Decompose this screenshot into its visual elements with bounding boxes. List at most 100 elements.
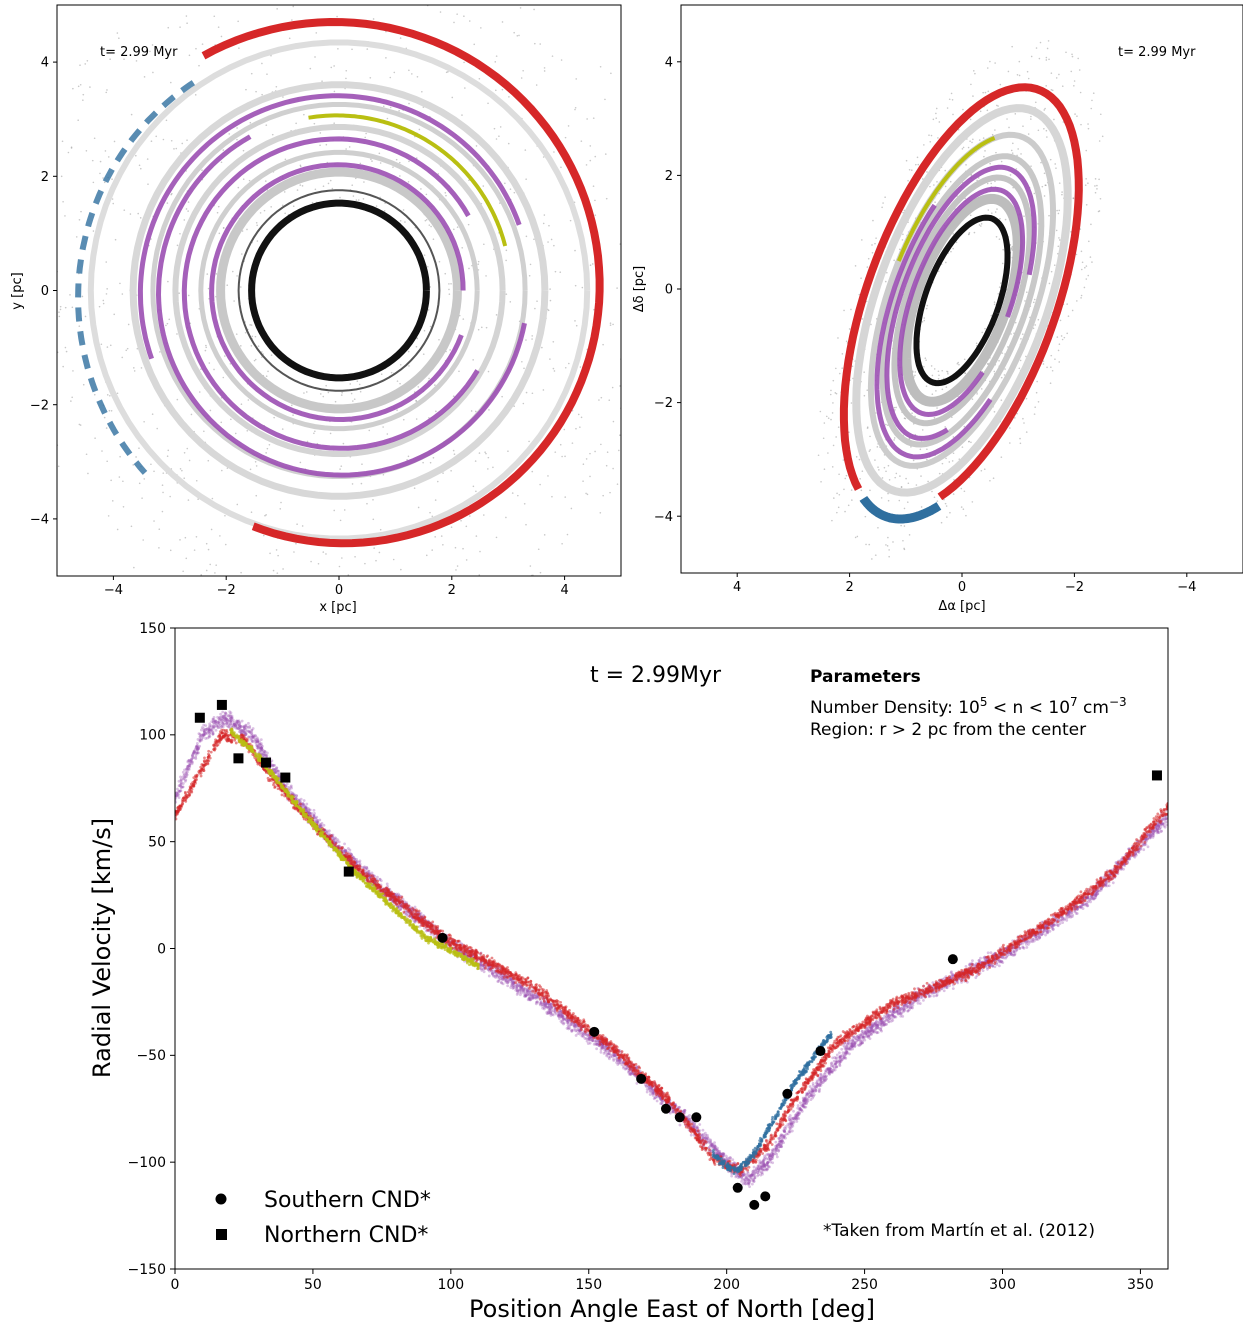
gas-particle bbox=[972, 138, 974, 141]
gas-particle bbox=[914, 371, 917, 373]
model-particle-purple bbox=[752, 1165, 756, 1169]
model-particle-purple bbox=[270, 763, 274, 767]
model-particle-purple bbox=[748, 1174, 752, 1178]
gas-particle bbox=[949, 180, 952, 183]
model-particle-purple bbox=[508, 977, 512, 980]
gas-particle bbox=[453, 616, 455, 618]
model-particle-purple bbox=[790, 1122, 793, 1126]
gas-particle bbox=[1057, 245, 1060, 248]
gas-particle bbox=[319, 144, 321, 147]
gas-particle bbox=[357, 199, 360, 201]
gas-particle bbox=[838, 473, 840, 476]
model-particle-purple bbox=[204, 724, 208, 728]
gas-particle bbox=[969, 214, 972, 217]
gas-particle bbox=[472, 359, 474, 361]
gas-particle bbox=[552, 340, 555, 343]
model-particle-purple bbox=[746, 1171, 750, 1175]
model-particle-purple bbox=[1095, 890, 1099, 894]
gas-particle bbox=[256, 578, 258, 580]
model-particle-purple bbox=[1155, 831, 1159, 835]
model-particle-purple bbox=[273, 768, 277, 772]
gas-particle bbox=[345, 69, 348, 72]
gas-particle bbox=[673, 236, 675, 238]
gas-particle bbox=[402, 209, 405, 211]
model-particle-purple bbox=[298, 799, 301, 803]
gas-particle bbox=[292, 414, 294, 416]
gas-particle bbox=[674, 227, 676, 229]
gas-particle bbox=[1027, 133, 1030, 135]
gas-particle bbox=[198, 64, 200, 67]
gas-particle bbox=[330, 66, 333, 69]
model-particle-purple bbox=[708, 1138, 712, 1142]
gas-particle bbox=[612, 323, 614, 326]
gas-particle bbox=[997, 293, 1000, 295]
gas-particle bbox=[335, 580, 337, 582]
gas-particle bbox=[327, 182, 330, 185]
gas-particle bbox=[822, 437, 825, 440]
model-particle-purple bbox=[811, 1096, 815, 1100]
gas-particle bbox=[195, 47, 197, 50]
model-particle-purple bbox=[922, 998, 925, 1002]
model-particle-purple bbox=[1151, 832, 1154, 836]
gas-particle bbox=[887, 499, 890, 502]
model-particle-purple bbox=[252, 734, 256, 737]
model-particle-purple bbox=[757, 1170, 761, 1174]
gas-particle bbox=[343, 509, 346, 511]
model-particle-purple bbox=[181, 782, 185, 785]
gas-particle bbox=[860, 277, 862, 279]
gas-particle bbox=[116, 392, 119, 395]
gas-particle bbox=[647, 313, 649, 315]
y-tick-label: 0 bbox=[665, 283, 673, 298]
gas-particle bbox=[198, 391, 201, 393]
model-particle-purple bbox=[526, 989, 530, 993]
model-particle-purple bbox=[748, 1185, 751, 1189]
model-particle-purple bbox=[566, 1021, 570, 1025]
model-particle-purple bbox=[788, 1122, 792, 1126]
gas-particle bbox=[1097, 210, 1100, 213]
gas-particle bbox=[523, 367, 525, 370]
gas-particle bbox=[893, 406, 896, 409]
gas-particle bbox=[1087, 182, 1089, 185]
model-particle-purple bbox=[1155, 828, 1159, 832]
gas-particle bbox=[92, 181, 95, 184]
model-particle-purple bbox=[385, 882, 389, 886]
model-particle-purple bbox=[364, 870, 368, 874]
gas-particle bbox=[25, 152, 27, 154]
gas-particle bbox=[977, 177, 980, 179]
model-particle-purple bbox=[607, 1052, 610, 1056]
model-particle-purple bbox=[1060, 918, 1064, 922]
gas-particle bbox=[239, 286, 242, 288]
gas-particle bbox=[589, 145, 592, 147]
gas-particle bbox=[1038, 57, 1041, 60]
gas-particle bbox=[963, 425, 966, 428]
gas-particle bbox=[290, 404, 293, 407]
gas-particle bbox=[644, 413, 646, 415]
gas-particle bbox=[487, 468, 489, 470]
model-particle-purple bbox=[548, 1009, 552, 1013]
gas-particle bbox=[370, 158, 372, 161]
gas-particle bbox=[143, 478, 146, 480]
gas-particle bbox=[611, 386, 614, 389]
model-particle-purple bbox=[310, 812, 314, 815]
gas-particle bbox=[364, 562, 366, 565]
model-particle-purple bbox=[582, 1032, 586, 1036]
gas-particle bbox=[70, 400, 72, 402]
gas-particle bbox=[334, 400, 337, 403]
model-particle-purple bbox=[182, 773, 186, 777]
model-particle-purple bbox=[771, 1148, 775, 1152]
gas-particle bbox=[893, 437, 896, 439]
gas-particle bbox=[440, 535, 443, 537]
model-particle-purple bbox=[1069, 915, 1073, 919]
gas-particle bbox=[482, 514, 485, 516]
gas-particle bbox=[220, 35, 223, 38]
model-particle-purple bbox=[1161, 822, 1165, 826]
gas-particle bbox=[523, 503, 526, 505]
gas-particle bbox=[1053, 264, 1056, 267]
model-particle-purple bbox=[1062, 918, 1066, 922]
model-particle-purple bbox=[613, 1054, 616, 1058]
model-particle-purple bbox=[801, 1104, 805, 1108]
gas-particle bbox=[182, 570, 184, 573]
model-particle-purple bbox=[981, 969, 985, 972]
